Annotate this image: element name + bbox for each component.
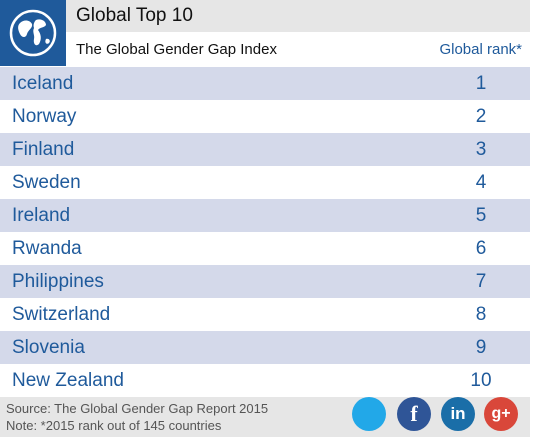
rank-value: 5 [475,204,487,226]
facebook-share-button[interactable]: f [397,397,431,431]
rank-value: 10 [470,369,492,391]
table-row: Sweden 4 [0,166,530,199]
globe-icon [9,9,57,57]
rank-value: 9 [475,336,487,358]
country-name: Sweden [12,171,81,193]
country-name: Finland [12,138,75,160]
table-row: Philippines 7 [0,265,530,298]
source-note: Source: The Global Gender Gap Report 201… [6,401,269,416]
google-plus-icon: g+ [491,405,511,422]
facebook-icon: f [410,401,418,426]
table-row: Slovenia 9 [0,331,530,364]
twitter-share-button[interactable] [352,397,386,431]
table-row: Rwanda 6 [0,232,530,265]
country-name: Ireland [12,204,71,226]
rank-value: 4 [475,171,487,193]
globe-logo [0,0,66,66]
page-title: Global Top 10 [76,5,193,26]
table-row: Finland 3 [0,133,530,166]
country-name: Iceland [12,72,74,94]
country-name: Rwanda [12,237,82,259]
country-name: Switzerland [12,303,111,325]
rank-column-header: Global rank* [439,40,522,58]
rank-value: 6 [475,237,487,259]
table-row: Iceland 1 [0,67,530,100]
rank-value: 1 [475,72,487,94]
table-row: Ireland 5 [0,199,530,232]
table-row: Switzerland 8 [0,298,530,331]
linkedin-share-button[interactable]: in [441,397,475,431]
country-name: Philippines [12,270,104,292]
subtitle-bar: The Global Gender Gap Index Global rank* [66,34,530,64]
country-name: Slovenia [12,336,85,358]
rank-note: Note: *2015 rank out of 145 countries [6,418,222,433]
title-bar: Global Top 10 [66,0,530,32]
linkedin-icon: in [450,404,466,423]
country-name: Norway [12,105,77,127]
rank-value: 3 [475,138,487,160]
country-name: New Zealand [12,369,124,391]
twitter-icon [352,397,386,431]
rank-value: 8 [475,303,487,325]
rank-value: 7 [475,270,487,292]
rank-list: Iceland 1 Norway 2 Finland 3 Sweden 4 Irelan… [0,67,530,397]
table-row: New Zealand 10 [0,364,530,397]
table-row: Norway 2 [0,100,530,133]
rank-value: 2 [475,105,487,127]
google-plus-share-button[interactable]: g+ [484,397,518,431]
table-subtitle: The Global Gender Gap Index [76,40,277,58]
